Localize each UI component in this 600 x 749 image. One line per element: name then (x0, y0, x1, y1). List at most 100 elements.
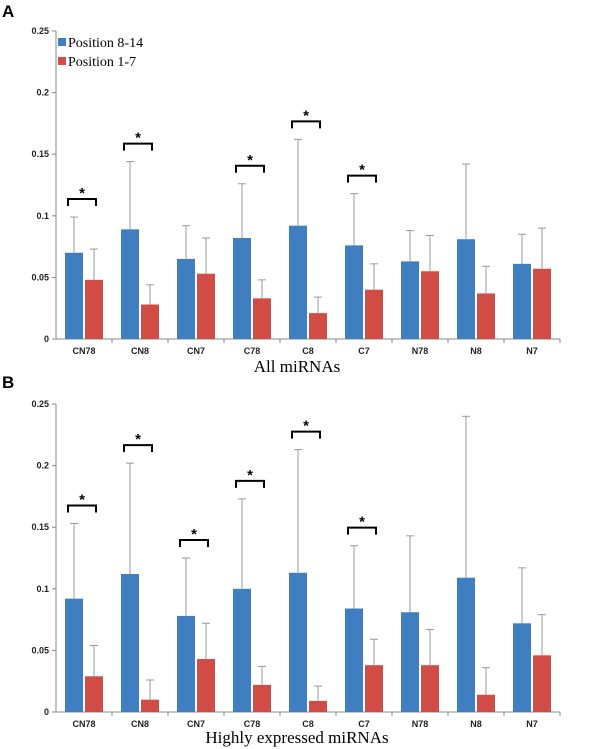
significance-bracket (67, 198, 97, 207)
bar-position-8-14 (233, 237, 251, 339)
bar-position-8-14 (289, 225, 307, 339)
category-label: N7 (526, 346, 538, 356)
y-tick-label: 0.25 (31, 399, 49, 409)
bar-position-8-14 (121, 229, 139, 339)
y-tick-label: 0.05 (31, 645, 49, 655)
bar-position-1-7 (85, 676, 103, 712)
significance-bracket (123, 444, 153, 453)
category-label: CN8 (131, 719, 149, 729)
significance-bracket (291, 120, 321, 129)
significance-bracket (179, 539, 209, 547)
plot-area-a: 0 0.05 0.1 0.15 0.2 0.25 * CN78 * CN8 CN7 * C78 * C8 * C… (31, 26, 561, 356)
bar-position-1-7 (309, 313, 327, 339)
category-label: CN78 (72, 719, 95, 729)
bar-position-1-7 (421, 665, 439, 712)
bar-position-1-7 (365, 665, 383, 712)
bar-position-1-7 (141, 304, 159, 339)
bar-position-8-14 (345, 608, 363, 712)
bar-position-8-14 (233, 588, 251, 712)
category-label: C78 (244, 346, 261, 356)
bar-position-1-7 (421, 271, 439, 339)
category-label: C8 (302, 346, 314, 356)
significance-star: * (79, 185, 85, 202)
significance-bracket (347, 526, 377, 535)
bar-position-1-7 (197, 273, 215, 339)
category-label: C78 (244, 719, 261, 729)
category-label: CN7 (187, 719, 205, 729)
bar-position-1-7 (477, 694, 495, 712)
bar-position-8-14 (289, 572, 307, 712)
x-axis-title-b: Highly expressed miRNAs (205, 728, 388, 747)
plot-area-b: 0 0.05 0.1 0.15 0.2 0.25 * CN78 * CN8 * CN7 * C78 * C8 *… (31, 399, 561, 729)
legend-label-series2: Position 1-7 (68, 55, 136, 70)
category-label: CN8 (131, 346, 149, 356)
legend-label-series1: Position 8-14 (68, 36, 143, 51)
legend-swatch-series2 (58, 57, 66, 65)
bar-position-1-7 (533, 268, 551, 339)
bar-position-8-14 (513, 623, 531, 712)
bar-position-1-7 (309, 700, 327, 712)
y-tick-label: 0.2 (36, 461, 49, 471)
bar-position-1-7 (253, 298, 271, 339)
category-label: N78 (412, 346, 429, 356)
category-label: C8 (302, 719, 314, 729)
category-label: C7 (358, 346, 370, 356)
significance-bracket (235, 164, 265, 173)
significance-star: * (79, 492, 85, 509)
bar-position-8-14 (513, 263, 531, 339)
significance-bracket (347, 174, 377, 183)
category-label: N8 (470, 346, 482, 356)
bar-position-1-7 (85, 279, 103, 339)
bar-position-8-14 (65, 252, 83, 339)
bar-position-1-7 (477, 293, 495, 339)
bar-position-1-7 (141, 699, 159, 712)
x-axis-title-a: All miRNAs (254, 357, 340, 376)
y-tick-label: 0 (44, 707, 49, 717)
category-label: CN78 (72, 346, 95, 356)
significance-star: * (359, 162, 365, 179)
category-label: N8 (470, 719, 482, 729)
bar-position-1-7 (533, 655, 551, 712)
y-tick-label: 0.15 (31, 149, 49, 159)
significance-star: * (303, 418, 309, 435)
significance-star: * (359, 514, 365, 531)
legend: Position 8-14 Position 1-7 (58, 36, 143, 70)
significance-star: * (135, 130, 141, 147)
significance-bracket (235, 479, 265, 488)
panel-letter-a: A (2, 2, 14, 21)
significance-bracket (67, 504, 97, 513)
bar-position-1-7 (253, 684, 271, 712)
bar-position-8-14 (457, 577, 475, 712)
y-tick-label: 0.2 (36, 88, 49, 98)
y-tick-label: 0.05 (31, 272, 49, 282)
bar-position-8-14 (177, 615, 195, 712)
bar-position-1-7 (197, 659, 215, 712)
y-tick-label: 0.15 (31, 522, 49, 532)
bar-position-8-14 (401, 612, 419, 712)
bar-position-8-14 (345, 245, 363, 339)
bar-position-1-7 (365, 289, 383, 339)
bar-position-8-14 (121, 574, 139, 712)
category-label: N78 (412, 719, 429, 729)
significance-star: * (247, 467, 253, 484)
significance-star: * (191, 526, 197, 543)
significance-bracket (123, 142, 153, 151)
legend-swatch-series1 (58, 38, 66, 46)
y-tick-label: 0.25 (31, 26, 49, 36)
significance-bracket (291, 430, 321, 439)
panel-letter-b: B (2, 373, 14, 392)
category-label: C7 (358, 719, 370, 729)
y-tick-label: 0.1 (36, 584, 49, 594)
bar-position-8-14 (65, 598, 83, 712)
category-label: CN7 (187, 346, 205, 356)
y-tick-label: 0.1 (36, 211, 49, 221)
significance-star: * (247, 152, 253, 169)
y-tick-label: 0 (44, 334, 49, 344)
significance-star: * (135, 431, 141, 448)
category-label: N7 (526, 719, 538, 729)
bar-position-8-14 (457, 239, 475, 339)
bar-position-8-14 (177, 258, 195, 339)
significance-star: * (303, 107, 309, 124)
bar-position-8-14 (401, 261, 419, 339)
